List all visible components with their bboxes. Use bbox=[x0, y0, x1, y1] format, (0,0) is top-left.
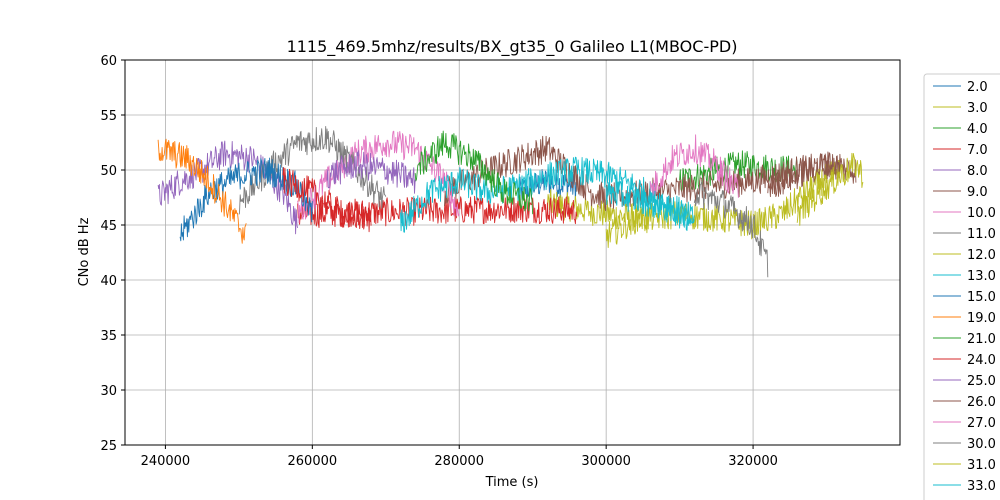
series-line-11.0 bbox=[238, 126, 387, 215]
series-line-26.0 bbox=[767, 151, 857, 198]
series-line-27.0 bbox=[649, 134, 739, 198]
legend-label: 27.0 bbox=[967, 416, 996, 431]
series-layer bbox=[157, 126, 864, 278]
x-tick-label: 260000 bbox=[288, 454, 338, 469]
legend-label: 31.0 bbox=[967, 458, 996, 473]
y-tick-label: 60 bbox=[100, 54, 117, 69]
y-tick-label: 30 bbox=[100, 384, 117, 399]
legend-label: 21.0 bbox=[967, 332, 996, 347]
series-line-21.0 bbox=[414, 130, 534, 215]
legend-label: 33.0 bbox=[967, 479, 996, 494]
x-tick-label: 300000 bbox=[581, 454, 631, 469]
legend-label: 25.0 bbox=[967, 374, 996, 389]
legend-label: 2.0 bbox=[967, 80, 988, 95]
x-tick-label: 280000 bbox=[434, 454, 484, 469]
y-tick-label: 45 bbox=[100, 219, 117, 234]
legend-label: 10.0 bbox=[967, 206, 996, 221]
legend-label: 13.0 bbox=[967, 269, 996, 284]
legend-label: 11.0 bbox=[967, 227, 996, 242]
series-line-10.0 bbox=[297, 130, 460, 224]
series-line-33.0 bbox=[605, 179, 695, 231]
series-line-8.0 bbox=[157, 140, 299, 235]
x-axis: 240000 260000 280000 300000 320000 bbox=[141, 445, 778, 469]
legend-label: 9.0 bbox=[967, 185, 988, 200]
legend-label: 19.0 bbox=[967, 311, 996, 326]
legend-label: 26.0 bbox=[967, 395, 996, 410]
x-tick-label: 320000 bbox=[728, 454, 778, 469]
legend-label: 3.0 bbox=[967, 101, 988, 116]
series-line-24.0 bbox=[282, 167, 372, 233]
y-tick-label: 25 bbox=[100, 439, 117, 454]
y-axis-label: CNo dB Hz bbox=[77, 217, 92, 286]
legend-label: 12.0 bbox=[967, 248, 996, 263]
y-tick-label: 55 bbox=[100, 109, 117, 124]
y-axis: 25 30 35 40 45 50 55 60 bbox=[100, 54, 125, 454]
legend-label: 8.0 bbox=[967, 164, 988, 179]
series-line-15.0 bbox=[179, 157, 313, 242]
series-line-19.0 bbox=[157, 138, 247, 244]
x-tick-label: 240000 bbox=[141, 454, 191, 469]
legend-label: 24.0 bbox=[967, 353, 996, 368]
chart-title: 1115_469.5mhz/results/BX_gt35_0 Galileo … bbox=[287, 37, 738, 57]
y-tick-label: 35 bbox=[100, 329, 117, 344]
y-tick-label: 40 bbox=[100, 274, 117, 289]
plot-frame bbox=[124, 59, 901, 446]
series-line-31.0 bbox=[796, 152, 864, 226]
legend-label: 15.0 bbox=[967, 290, 996, 305]
legend-frame bbox=[923, 73, 1000, 500]
series-line-30.0 bbox=[693, 181, 769, 278]
legend-label: 7.0 bbox=[967, 143, 988, 158]
y-tick-label: 50 bbox=[100, 164, 117, 179]
series-line-25.0 bbox=[326, 150, 416, 194]
x-axis-label: Time (s) bbox=[485, 475, 539, 490]
legend-label: 4.0 bbox=[967, 122, 988, 137]
series-line-3.0 bbox=[546, 189, 651, 234]
legend: 2.0 3.0 4.0 7.0 8.0 9.0 10.0 11.0 12.0 13.0 15.0 19… bbox=[923, 73, 1000, 500]
legend-label: 30.0 bbox=[967, 437, 996, 452]
plot-area bbox=[125, 60, 900, 445]
series-line-13.0 bbox=[400, 156, 695, 233]
